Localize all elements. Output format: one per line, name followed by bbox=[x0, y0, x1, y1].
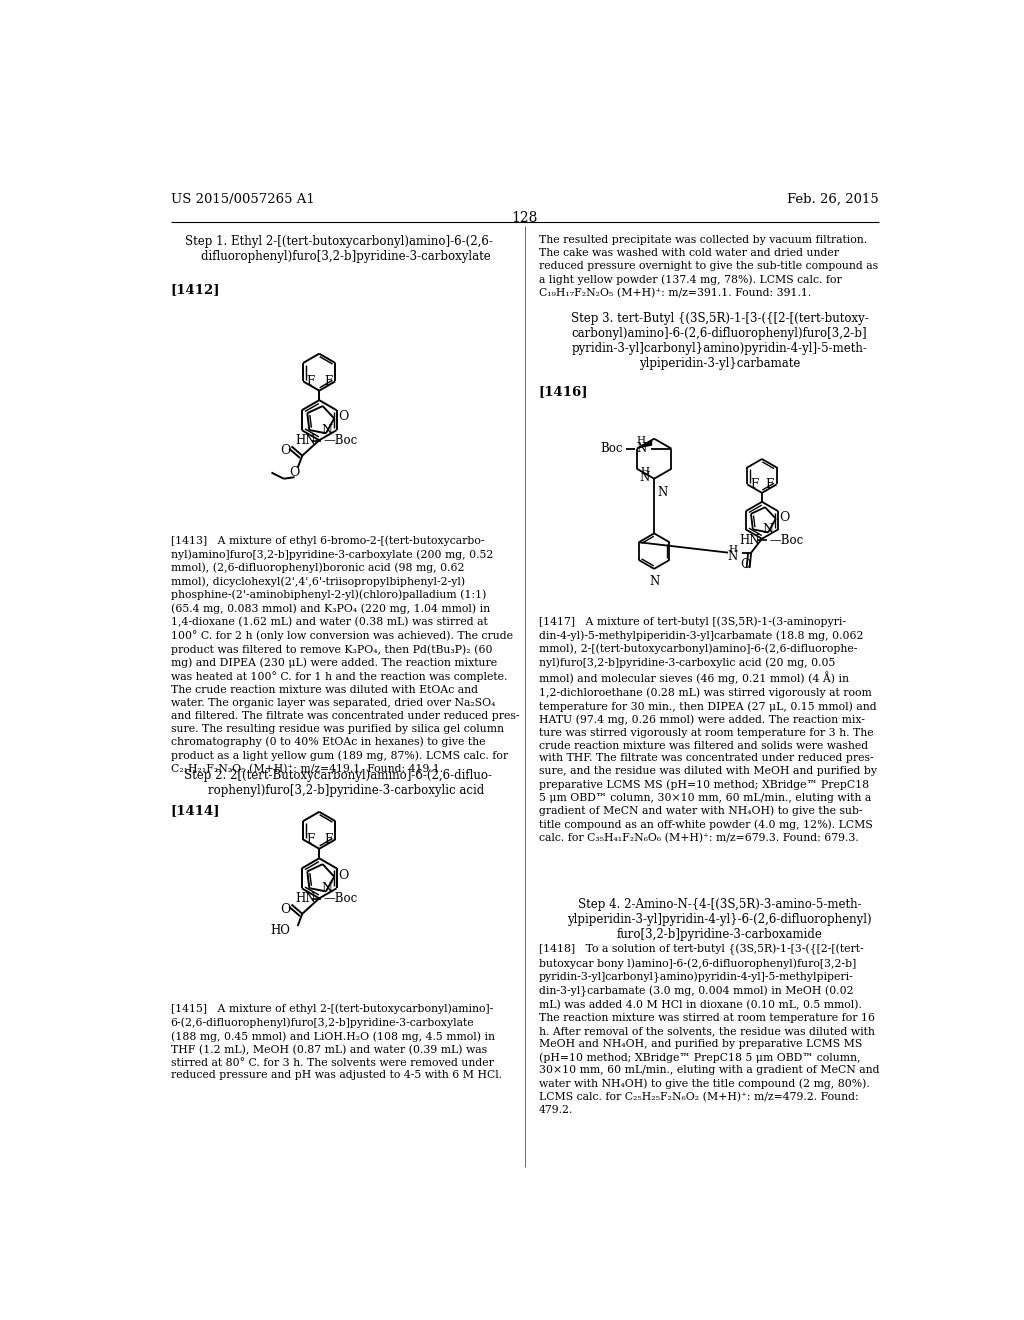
Text: Step 2. 2[(tert-Butoxycarbonyl)amino]-6-(2,6-difluo-
    rophenyl)furo[3,2-b]pyr: Step 2. 2[(tert-Butoxycarbonyl)amino]-6-… bbox=[184, 770, 493, 797]
Text: Step 1. Ethyl 2-[(tert-butoxycarbonyl)amino]-6-(2,6-
    difluorophenyl)furo[3,2: Step 1. Ethyl 2-[(tert-butoxycarbonyl)am… bbox=[184, 235, 493, 264]
Text: The resulted precipitate was collected by vacuum filtration.
The cake was washed: The resulted precipitate was collected b… bbox=[539, 235, 878, 298]
Text: O: O bbox=[779, 511, 791, 524]
Text: F: F bbox=[324, 375, 332, 388]
Text: O: O bbox=[290, 466, 300, 479]
Text: HN: HN bbox=[295, 434, 315, 447]
Text: US 2015/0057265 A1: US 2015/0057265 A1 bbox=[171, 193, 314, 206]
Text: [1418]   To a solution of tert-butyl {(3S,5R)-1-[3-({[2-[(tert-
butoxycar bony l: [1418] To a solution of tert-butyl {(3S,… bbox=[539, 944, 880, 1115]
Text: Step 3. tert-Butyl {(3S,5R)-1-[3-({[2-[(tert-butoxy-
carbonyl)amino]-6-(2,6-difl: Step 3. tert-Butyl {(3S,5R)-1-[3-({[2-[(… bbox=[570, 313, 868, 371]
Text: N: N bbox=[639, 471, 649, 484]
Polygon shape bbox=[637, 440, 652, 449]
Text: O: O bbox=[338, 411, 348, 424]
Text: O: O bbox=[739, 558, 751, 572]
Text: H: H bbox=[640, 467, 649, 477]
Text: N: N bbox=[762, 523, 773, 536]
Text: Step 4. 2-Amino-N-{4-[(3S,5R)-3-amino-5-meth-
ylpiperidin-3-yl]pyridin-4-yl}-6-(: Step 4. 2-Amino-N-{4-[(3S,5R)-3-amino-5-… bbox=[567, 898, 871, 941]
Text: HN: HN bbox=[739, 533, 760, 546]
Text: —Boc: —Boc bbox=[324, 892, 358, 906]
Text: 128: 128 bbox=[512, 211, 538, 224]
Text: HO: HO bbox=[270, 924, 290, 937]
Text: —Boc: —Boc bbox=[770, 533, 804, 546]
Text: —Boc: —Boc bbox=[324, 434, 358, 447]
Text: H: H bbox=[637, 437, 646, 445]
Text: F: F bbox=[765, 478, 773, 491]
Text: F: F bbox=[306, 375, 314, 388]
Text: N: N bbox=[649, 576, 659, 587]
Text: O: O bbox=[281, 445, 291, 458]
Text: [1416]: [1416] bbox=[539, 385, 588, 399]
Text: N: N bbox=[636, 442, 646, 455]
Text: N: N bbox=[657, 487, 668, 499]
Text: N: N bbox=[321, 882, 332, 895]
Text: [1414]: [1414] bbox=[171, 804, 220, 817]
Text: [1412]: [1412] bbox=[171, 284, 220, 296]
Text: Feb. 26, 2015: Feb. 26, 2015 bbox=[787, 193, 879, 206]
Text: N: N bbox=[321, 424, 332, 437]
Text: [1413]   A mixture of ethyl 6-bromo-2-[(tert-butoxycarbo-
nyl)amino]furo[3,2-b]p: [1413] A mixture of ethyl 6-bromo-2-[(te… bbox=[171, 536, 519, 774]
Text: N: N bbox=[728, 550, 738, 564]
Text: [1415]   A mixture of ethyl 2-[(tert-butoxycarbonyl)amino]-
6-(2,6-difluoropheny: [1415] A mixture of ethyl 2-[(tert-butox… bbox=[171, 1003, 502, 1080]
Text: O: O bbox=[281, 903, 291, 916]
Text: F: F bbox=[751, 478, 759, 491]
Text: HN: HN bbox=[295, 892, 315, 906]
Text: O: O bbox=[338, 869, 348, 882]
Text: F: F bbox=[324, 833, 332, 846]
Text: [1417]   A mixture of tert-butyl [(3S,5R)-1-(3-aminopyri-
din-4-yl)-5-methylpipe: [1417] A mixture of tert-butyl [(3S,5R)-… bbox=[539, 616, 877, 843]
Text: Boc: Boc bbox=[600, 442, 623, 455]
Text: F: F bbox=[306, 833, 314, 846]
Text: H: H bbox=[728, 545, 737, 554]
